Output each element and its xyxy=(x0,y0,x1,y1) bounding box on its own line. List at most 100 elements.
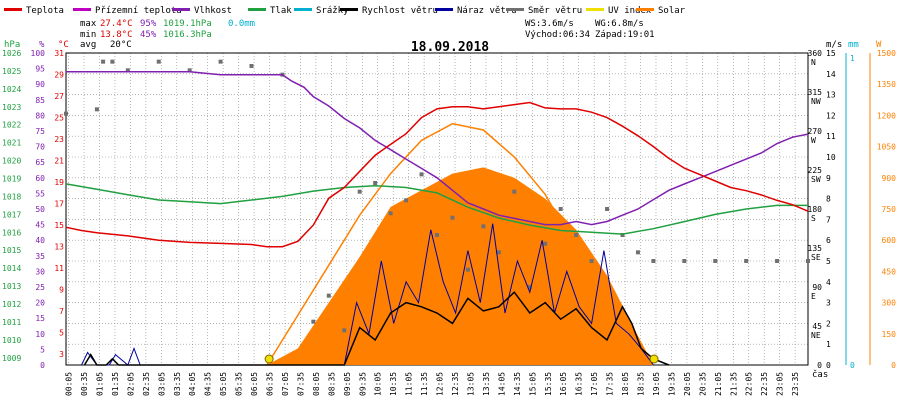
legend-item: Rychlost větru xyxy=(340,6,438,16)
time-tick-label: 20:35 xyxy=(698,372,707,396)
time-tick-label: 20:05 xyxy=(683,372,692,396)
axis-tick-label: 5 xyxy=(826,257,831,266)
series-wind-gust xyxy=(81,223,654,366)
axis-pressure: 1026 1025 1024 1023 1022 1021 1020 1019 1018 1017… xyxy=(2,49,21,363)
axis-tick-label: 0 xyxy=(40,361,45,370)
legend-item: Solar xyxy=(636,6,686,16)
time-tick-label: 21:05 xyxy=(714,372,723,396)
axis-tick-label: 1022 xyxy=(2,121,21,130)
series-humidity xyxy=(66,70,809,226)
stats-max-press: 1019.1hPa xyxy=(163,19,212,29)
axis-tick-label: 1020 xyxy=(2,157,21,166)
legend-swatch xyxy=(248,8,266,11)
mm-tick-label: 1 xyxy=(850,54,855,63)
time-tick-label: 07:05 xyxy=(281,372,290,396)
axis-tick-label: 55 xyxy=(35,189,45,198)
axis-tick-label: 29 xyxy=(54,71,64,80)
axis-tick-label: 85 xyxy=(35,96,45,105)
wind-gust-max: WG:6.8m/s xyxy=(595,19,644,29)
axis-tick-label: 30 xyxy=(35,267,45,276)
unit-percent: % xyxy=(39,40,45,50)
series-temperature xyxy=(65,101,809,248)
axis-tick-label: 1013 xyxy=(2,282,21,291)
stats-max-rain: 0.0mm xyxy=(228,19,255,29)
axis-tick-label: 1009 xyxy=(2,354,21,363)
wind-direction-point xyxy=(125,68,130,73)
axis-tick-label: 1014 xyxy=(2,264,21,273)
dir-deg-label: 180 xyxy=(808,205,823,214)
legend-swatch xyxy=(586,8,604,11)
wind-direction-point xyxy=(496,250,501,255)
legend-swatch xyxy=(636,8,654,11)
legend-item: Tlak xyxy=(248,6,292,16)
axis-tick-label: 1011 xyxy=(2,318,21,327)
axis-tick-label: 1015 xyxy=(2,246,21,255)
time-tick-label: 16:05 xyxy=(559,372,568,396)
wind-direction-point xyxy=(744,259,749,263)
legend-label: Přízemní teplota xyxy=(95,6,182,16)
axis-rain: 10 xyxy=(845,53,871,370)
legend-swatch xyxy=(4,8,22,11)
axis-tick-label: 1012 xyxy=(2,300,21,309)
axis-tick-label: 20 xyxy=(35,299,45,308)
axis-tick-label: 1050 xyxy=(877,143,896,152)
sunset-time: Západ:19:01 xyxy=(595,30,655,40)
unit-celsius: °C xyxy=(58,40,69,50)
wind-direction-point xyxy=(713,259,718,263)
wind-direction-point xyxy=(218,59,223,64)
axis-tick-label: 25 xyxy=(54,114,64,123)
axis-tick-label: 1025 xyxy=(2,67,21,76)
time-tick-label: 16:35 xyxy=(575,372,584,396)
time-tick-label: 05:05 xyxy=(219,372,228,396)
axis-tick-label: 10 xyxy=(35,330,45,339)
axis-tick-label: 1023 xyxy=(2,103,21,112)
legend-item: UV index xyxy=(586,6,652,16)
time-tick-label: 06:35 xyxy=(266,372,275,396)
legend-swatch xyxy=(506,8,524,11)
axis-tick-label: 7 xyxy=(826,215,831,224)
legend-item: Náraz větru xyxy=(435,6,517,16)
wind-direction-point xyxy=(388,211,393,216)
axis-tick-label: 35 xyxy=(35,252,45,261)
axis-tick-label: 31 xyxy=(54,49,64,58)
axis-tick-label: 1500 xyxy=(877,49,896,58)
axis-temperature: 31 29 27 25 23 21 19 17 15 13 11 9 7 5 3 xyxy=(54,49,64,359)
wind-direction-point xyxy=(635,250,640,255)
sun-marker xyxy=(649,354,659,364)
dir-name-label: S xyxy=(811,214,816,223)
axis-tick-label: 3 xyxy=(826,299,831,308)
time-tick-label: 01:05 xyxy=(95,372,104,396)
time-tick-label: 13:05 xyxy=(466,372,475,396)
axis-tick-label: 80 xyxy=(35,111,45,120)
dir-deg-label: 90 xyxy=(812,283,822,292)
axis-tick-label: 1017 xyxy=(2,210,21,219)
wind-direction-point xyxy=(589,259,594,263)
wind-speed-avg: WS:3.6m/s xyxy=(525,19,574,29)
stats-min-label: min xyxy=(80,30,96,40)
time-tick-label: 12:35 xyxy=(451,372,460,396)
dir-deg-label: 135 xyxy=(808,244,823,253)
time-tick-label: 18:05 xyxy=(621,372,630,396)
wind-direction-point xyxy=(605,207,610,211)
axis-units: hPa % °C m/s mm W čas xyxy=(4,40,882,380)
axis-tick-label: 15 xyxy=(54,221,64,230)
chart-title: 18.09.2018 xyxy=(411,40,489,55)
time-tick-label: 22:35 xyxy=(760,372,769,396)
unit-hpa: hPa xyxy=(4,40,20,50)
wind-direction-point xyxy=(527,285,532,289)
time-tick-label: 15:35 xyxy=(544,372,553,396)
wind-direction-point xyxy=(419,172,424,177)
axis-tick-label: 9 xyxy=(59,286,64,295)
time-tick-label: 17:05 xyxy=(590,372,599,396)
axis-tick-label: 23 xyxy=(54,135,64,144)
axis-tick-label: 13 xyxy=(826,91,836,100)
axis-tick-label: 11 xyxy=(54,264,64,273)
axis-tick-label: 1 xyxy=(826,340,831,349)
wind-direction-point xyxy=(187,68,192,73)
series-solar-max xyxy=(266,122,654,366)
time-tick-label: 18:35 xyxy=(637,372,646,396)
wind-direction-point xyxy=(64,111,68,116)
